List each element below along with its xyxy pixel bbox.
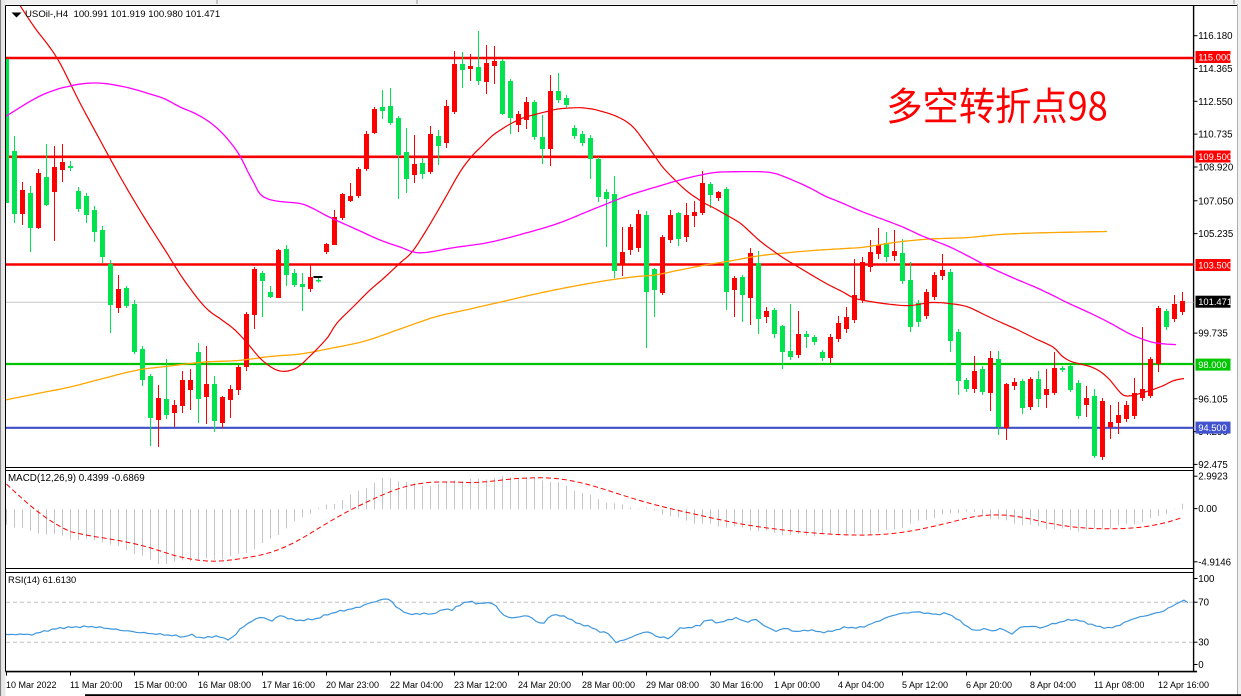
svg-text:107.050: 107.050 [1198,196,1234,207]
svg-text:16 Mar 08:00: 16 Mar 08:00 [198,680,251,690]
svg-text:12 Apr 16:00: 12 Apr 16:00 [1158,680,1209,690]
svg-text:112.550: 112.550 [1198,97,1233,108]
svg-text:94.500: 94.500 [1198,422,1227,433]
svg-text:17 Mar 16:00: 17 Mar 16:00 [262,680,315,690]
svg-text:2.9923: 2.9923 [1198,472,1228,483]
svg-text:USOil-,H4 100.991 101.919 100: USOil-,H4 100.991 101.919 100.980 101.47… [25,9,220,20]
svg-text:110.735: 110.735 [1198,130,1232,141]
svg-text:101.471: 101.471 [1198,296,1232,307]
svg-text:116.180: 116.180 [1198,31,1233,42]
svg-text:99.735: 99.735 [1198,329,1228,340]
svg-text:115.000: 115.000 [1198,52,1231,63]
svg-text:103.500: 103.500 [1198,260,1232,271]
svg-text:30 Mar 16:00: 30 Mar 16:00 [710,680,763,690]
svg-text:6 Apr 20:00: 6 Apr 20:00 [966,680,1012,690]
svg-text:11 Apr 08:00: 11 Apr 08:00 [1094,680,1144,690]
svg-text:MACD(12,26,9) 0.4399 -0.6869: MACD(12,26,9) 0.4399 -0.6869 [8,473,145,484]
svg-text:4 Apr 04:00: 4 Apr 04:00 [838,680,884,690]
svg-text:114.365: 114.365 [1198,64,1232,75]
svg-text:15 Mar 00:00: 15 Mar 00:00 [134,680,187,690]
svg-text:8 Apr 04:00: 8 Apr 04:00 [1030,680,1076,690]
svg-text:5 Apr 12:00: 5 Apr 12:00 [902,680,948,690]
svg-text:11 Mar 20:00: 11 Mar 20:00 [70,680,122,690]
svg-text:1 Apr 00:00: 1 Apr 00:00 [774,680,820,690]
svg-text:100: 100 [1198,574,1215,585]
svg-text:108.920: 108.920 [1198,163,1234,174]
svg-text:23 Mar 12:00: 23 Mar 12:00 [454,680,507,690]
svg-text:29 Mar 08:00: 29 Mar 08:00 [646,680,699,690]
svg-text:24 Mar 20:00: 24 Mar 20:00 [518,680,571,690]
svg-text:105.235: 105.235 [1198,229,1233,240]
svg-text:10 Mar 2022: 10 Mar 2022 [6,680,57,690]
svg-text:92.475: 92.475 [1198,460,1228,471]
svg-text:70: 70 [1198,598,1209,609]
svg-text:RSI(14) 61.6130: RSI(14) 61.6130 [8,575,76,585]
svg-text:0.00: 0.00 [1198,504,1217,515]
svg-text:28 Mar 00:00: 28 Mar 00:00 [582,680,635,690]
svg-text:20 Mar 23:00: 20 Mar 23:00 [326,680,379,690]
svg-text:98.000: 98.000 [1198,359,1227,370]
svg-text:0: 0 [1198,660,1204,671]
svg-text:96.105: 96.105 [1198,394,1228,405]
svg-text:-4.9146: -4.9146 [1198,557,1231,568]
svg-text:109.500: 109.500 [1198,151,1232,162]
svg-text:22 Mar 04:00: 22 Mar 04:00 [390,680,443,690]
svg-text:30: 30 [1198,638,1209,649]
